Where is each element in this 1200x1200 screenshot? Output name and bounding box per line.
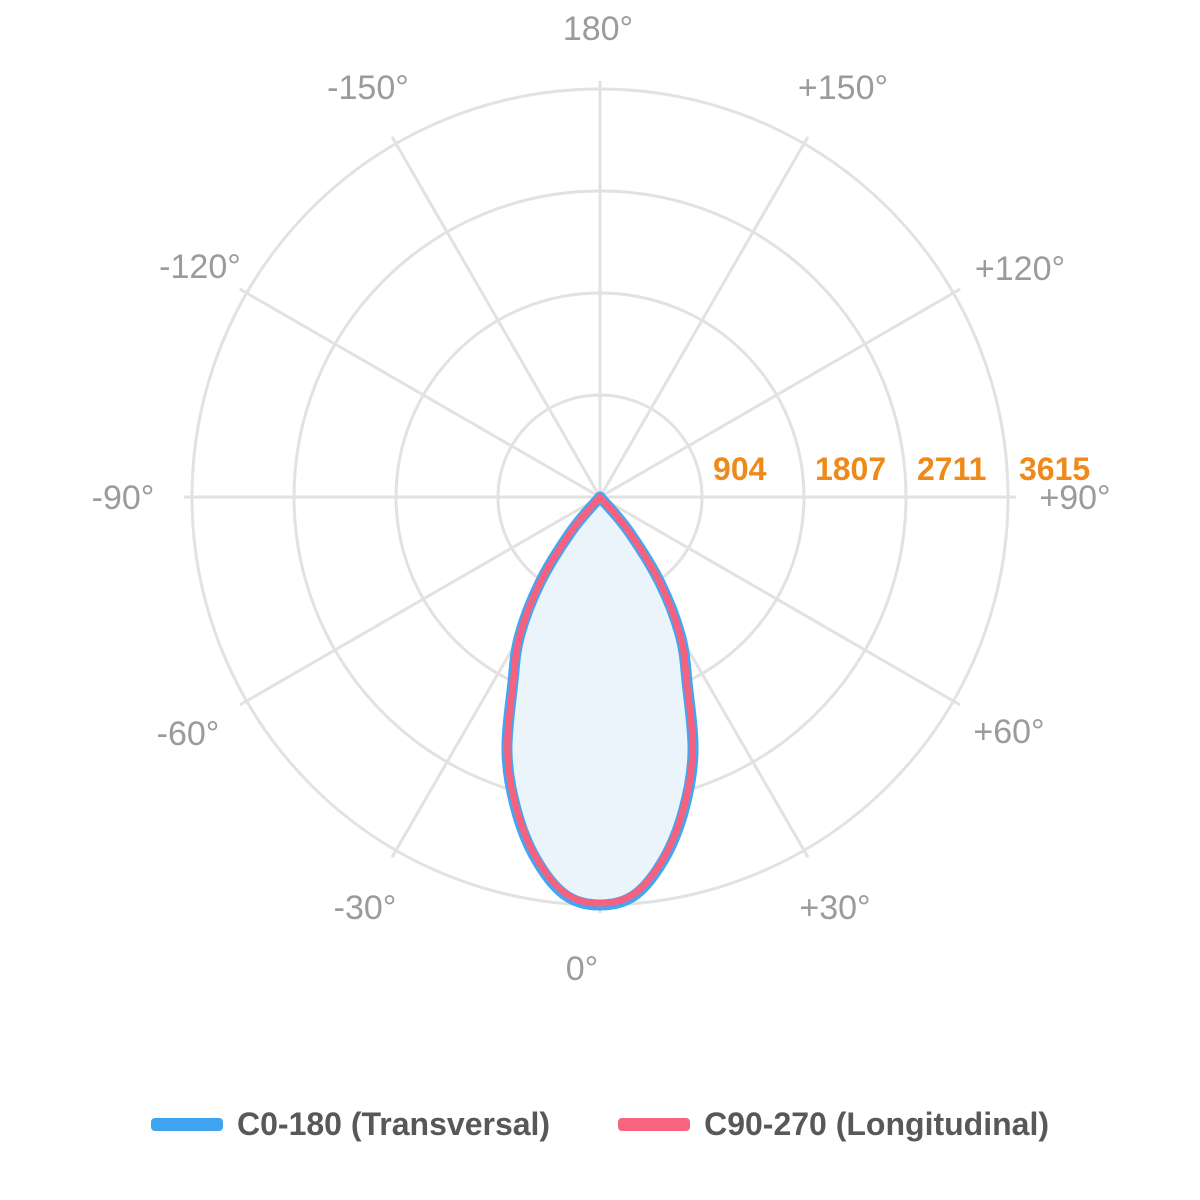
chart-legend: C0-180 (Transversal) C90-270 (Longitudin… bbox=[0, 1100, 1200, 1148]
polar-distribution-chart: 904 1807 2711 3615 180° -150° +150° -120° +120° -… bbox=[92, 10, 1111, 988]
angle-label: +60° bbox=[973, 713, 1044, 751]
beam-curves bbox=[501, 491, 699, 911]
ring-value-label: 3615 bbox=[1019, 451, 1090, 487]
angle-label: -60° bbox=[157, 715, 220, 753]
angle-label: -30° bbox=[334, 889, 397, 927]
grid-spoke bbox=[390, 135, 602, 498]
angle-label: +120° bbox=[975, 250, 1065, 288]
series-c90-270-curve bbox=[504, 493, 696, 907]
grid-spoke bbox=[598, 135, 810, 498]
grid-spoke bbox=[599, 287, 962, 499]
grid-spoke bbox=[599, 495, 962, 707]
angle-label: -90° bbox=[92, 479, 155, 517]
legend-label-c90-270: C90-270 (Longitudinal) bbox=[704, 1105, 1049, 1142]
ring-value-labels: 904 1807 2711 3615 bbox=[713, 451, 1090, 487]
angle-label: -150° bbox=[327, 69, 409, 107]
ring-value-label: 1807 bbox=[815, 451, 886, 487]
legend-item-c90-270[interactable]: C90-270 (Longitudinal) bbox=[618, 1106, 1049, 1143]
angle-label: +90° bbox=[1039, 479, 1110, 517]
angle-label: +30° bbox=[799, 889, 870, 927]
grid-spoke bbox=[238, 287, 601, 499]
legend-swatch-c90-270 bbox=[618, 1117, 691, 1131]
angle-label: -120° bbox=[159, 248, 241, 286]
angle-label: 180° bbox=[563, 10, 633, 48]
angle-labels: 180° -150° +150° -120° +120° -90° +90° -60° +60°… bbox=[92, 10, 1111, 988]
legend-label-c0-180: C0-180 (Transversal) bbox=[237, 1105, 551, 1142]
grid-spoke bbox=[238, 495, 601, 707]
beam-fill bbox=[506, 497, 694, 905]
legend-swatch-c0-180 bbox=[151, 1117, 224, 1131]
ring-value-label: 904 bbox=[713, 451, 767, 487]
ring-value-label: 2711 bbox=[917, 451, 986, 487]
angle-label: +150° bbox=[798, 69, 888, 107]
angle-label: 0° bbox=[566, 950, 599, 988]
legend-item-c0-180[interactable]: C0-180 (Transversal) bbox=[151, 1106, 550, 1143]
